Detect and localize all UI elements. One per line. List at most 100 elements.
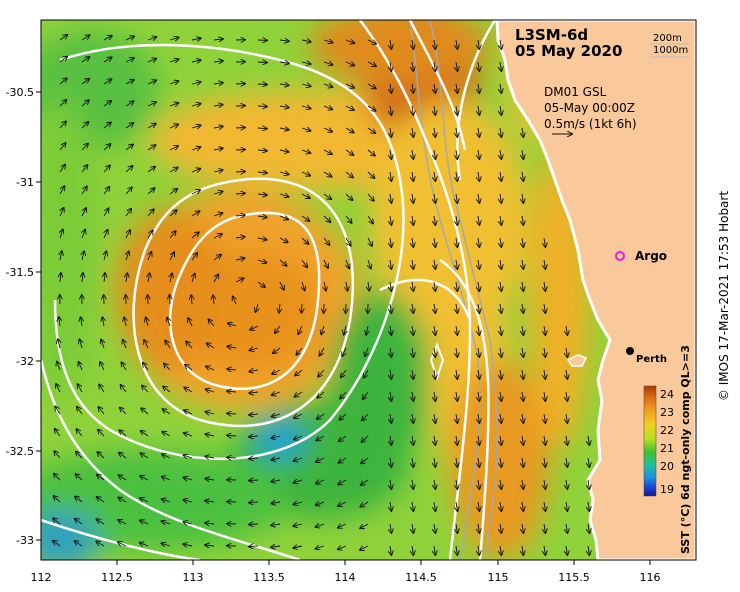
current-arrow bbox=[500, 479, 501, 489]
current-arrow bbox=[522, 391, 523, 401]
current-arrow bbox=[566, 435, 567, 445]
y-axis: -30.5 -31 -31.5 -32 -32.5 -33 bbox=[6, 86, 34, 547]
current-arrow bbox=[301, 84, 311, 86]
current-arrow bbox=[345, 127, 354, 133]
current-arrow bbox=[522, 435, 523, 445]
current-arrow bbox=[125, 187, 132, 195]
current-arrow bbox=[249, 436, 259, 437]
current-arrow bbox=[434, 413, 435, 423]
current-arrow bbox=[588, 501, 589, 511]
current-arrow bbox=[147, 59, 156, 62]
current-arrow bbox=[272, 414, 281, 417]
current-arrow bbox=[434, 501, 435, 511]
current-arrow bbox=[205, 412, 215, 414]
current-arrow bbox=[367, 171, 375, 178]
current-arrow bbox=[301, 128, 311, 131]
current-arrow bbox=[125, 209, 131, 217]
current-arrow bbox=[456, 39, 457, 49]
current-arrow bbox=[544, 413, 545, 423]
current-arrow bbox=[522, 127, 523, 137]
current-arrow bbox=[456, 391, 457, 401]
current-arrow bbox=[183, 500, 193, 502]
current-arrow bbox=[81, 187, 87, 195]
current-arrow bbox=[456, 501, 457, 511]
current-arrow bbox=[412, 303, 413, 313]
product-date: 05 May 2020 bbox=[515, 42, 622, 60]
current-arrow bbox=[164, 364, 171, 371]
perth-marker[interactable] bbox=[626, 347, 634, 355]
current-arrow bbox=[456, 435, 457, 445]
current-arrow bbox=[271, 546, 281, 547]
current-arrow bbox=[235, 237, 245, 238]
current-arrow bbox=[191, 38, 201, 40]
current-arrow bbox=[227, 435, 237, 436]
current-arrow bbox=[119, 453, 127, 459]
current-arrow bbox=[186, 341, 193, 349]
current-arrow bbox=[301, 259, 307, 267]
current-arrow bbox=[316, 524, 325, 527]
currents-source: DM01 GSL bbox=[544, 85, 607, 99]
current-arrow bbox=[341, 369, 347, 377]
current-arrow bbox=[346, 281, 348, 291]
current-arrow bbox=[522, 281, 523, 291]
current-arrow bbox=[235, 128, 245, 129]
current-arrow bbox=[412, 259, 413, 269]
current-arrow bbox=[235, 150, 245, 151]
current-arrow bbox=[390, 523, 391, 533]
current-arrow bbox=[280, 281, 284, 290]
current-arrow bbox=[271, 458, 281, 460]
current-arrow bbox=[213, 213, 222, 216]
argo-marker[interactable] bbox=[615, 251, 625, 261]
current-arrow bbox=[100, 362, 104, 371]
credit-text: © IMOS 17-Mar-2021 17:53 Hobart bbox=[717, 190, 731, 402]
current-arrow bbox=[257, 172, 267, 173]
current-arrow bbox=[148, 273, 150, 283]
current-arrow bbox=[434, 479, 435, 489]
current-arrow bbox=[213, 148, 223, 150]
current-arrow bbox=[249, 458, 259, 459]
current-arrow bbox=[345, 149, 353, 155]
current-arrow bbox=[302, 281, 305, 290]
current-arrow bbox=[367, 61, 376, 66]
current-arrow bbox=[213, 255, 221, 261]
current-arrow bbox=[544, 237, 545, 247]
current-arrow bbox=[456, 369, 457, 379]
current-arrow bbox=[478, 127, 479, 137]
current-arrow bbox=[140, 543, 149, 546]
current-arrow bbox=[434, 215, 435, 225]
current-arrow bbox=[125, 144, 133, 151]
current-arrow bbox=[390, 215, 391, 225]
current-arrow bbox=[544, 435, 545, 445]
current-arrow bbox=[213, 170, 223, 172]
current-arrow bbox=[566, 325, 567, 335]
colorbar-ticks: 24 23 22 21 20 19 bbox=[660, 388, 674, 496]
current-arrow bbox=[478, 105, 479, 115]
current-arrow bbox=[323, 149, 332, 154]
current-arrow bbox=[123, 340, 126, 349]
current-arrow bbox=[104, 273, 105, 283]
contour-legend-200m: 200m bbox=[653, 33, 682, 44]
current-arrow bbox=[53, 518, 61, 525]
current-arrow bbox=[103, 208, 109, 217]
current-arrow bbox=[96, 542, 105, 547]
current-arrow bbox=[103, 165, 110, 173]
current-arrow bbox=[55, 406, 61, 415]
current-arrow bbox=[191, 125, 201, 128]
current-arrow bbox=[338, 502, 347, 506]
current-arrow bbox=[390, 83, 391, 93]
current-arrow bbox=[566, 457, 567, 467]
current-arrow bbox=[147, 231, 153, 239]
current-arrow bbox=[161, 543, 171, 546]
current-arrow bbox=[412, 479, 413, 489]
current-arrow bbox=[412, 391, 413, 401]
cb-tick-20: 20 bbox=[660, 460, 674, 473]
current-arrow bbox=[500, 149, 501, 159]
current-arrow bbox=[345, 237, 351, 246]
current-arrow bbox=[390, 193, 391, 203]
current-arrow bbox=[478, 545, 479, 555]
current-arrow bbox=[316, 480, 325, 484]
current-arrow bbox=[390, 479, 391, 489]
current-arrow bbox=[390, 61, 391, 71]
current-arrow bbox=[412, 501, 413, 511]
current-arrow bbox=[184, 388, 193, 393]
